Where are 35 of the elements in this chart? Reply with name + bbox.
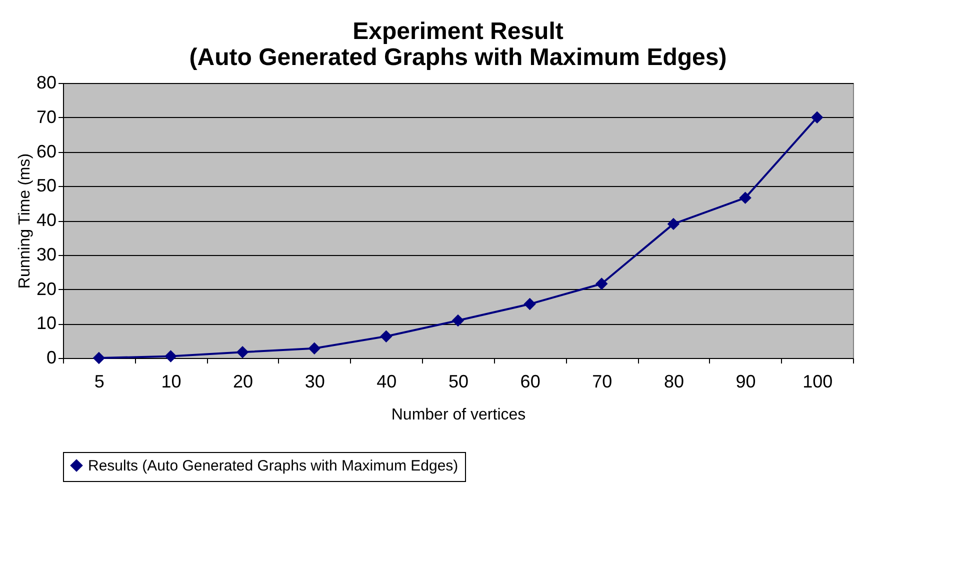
point: [739, 192, 752, 204]
y-tick-label: 0: [46, 348, 56, 368]
y-tick-label: 20: [36, 278, 56, 299]
point: [308, 342, 320, 354]
x-tick-label: 10: [161, 372, 182, 392]
y-axis-title: Running Time (ms): [16, 153, 34, 289]
y-tick-label: 40: [36, 210, 56, 230]
x-tick-label: 100: [802, 372, 833, 392]
point: [380, 330, 392, 342]
point: [810, 111, 824, 124]
point: [236, 346, 249, 358]
y-tick-label: 80: [36, 72, 56, 92]
x-tick-label: 20: [233, 372, 254, 392]
x-tick-label: 70: [592, 372, 612, 392]
point: [92, 352, 106, 364]
x-tick-label: 5: [94, 372, 104, 392]
y-tick-label: 10: [36, 313, 56, 334]
point: [667, 218, 680, 230]
point: [596, 278, 608, 290]
x-tick-label: 80: [664, 372, 684, 392]
y-tick-label: 50: [36, 176, 56, 196]
point: [524, 298, 536, 310]
point: [452, 314, 464, 327]
x-tick-label: 30: [304, 372, 325, 392]
y-tick-label: 30: [36, 244, 56, 264]
y-tick-label: 70: [36, 106, 56, 127]
x-tick-label: 40: [376, 372, 397, 392]
chart-title: Experiment Result (Auto Generated Graphs with Maximum Edges): [189, 18, 727, 71]
x-tick-label: 90: [736, 372, 756, 392]
x-tick-label: 50: [448, 372, 469, 392]
point: [164, 350, 177, 362]
x-tick-label: 60: [520, 372, 540, 392]
y-tick-label: 60: [36, 141, 56, 162]
legend-label: Results (Auto Generated Graphs with Maximum Edges): [88, 458, 458, 474]
x-axis-title: Number of vertices: [391, 406, 526, 424]
